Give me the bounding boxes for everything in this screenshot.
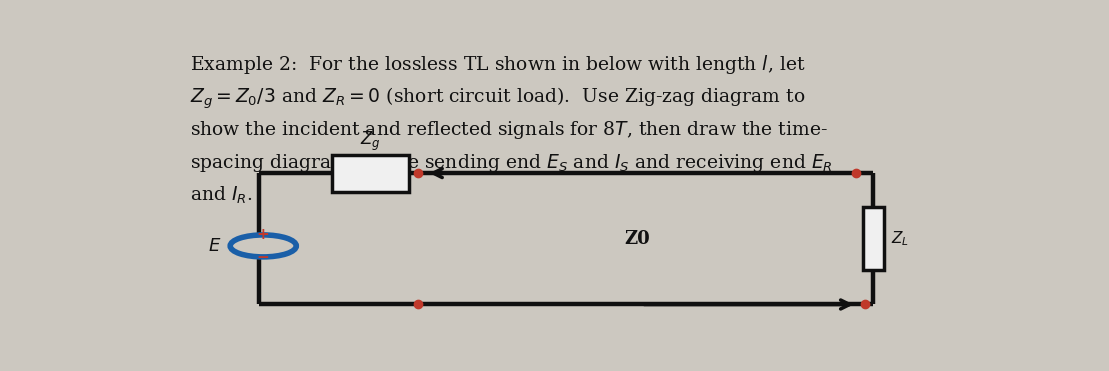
Text: $E$: $E$ [208,237,222,255]
Text: +: + [257,227,269,242]
Text: Example 2:  For the lossless TL shown in below with length $l$, let: Example 2: For the lossless TL shown in … [191,53,806,76]
Text: $Z_g = Z_0/3$ and $Z_R = 0$ (short circuit load).  Use Zig-zag diagram to: $Z_g = Z_0/3$ and $Z_R = 0$ (short circu… [191,86,805,111]
Text: $Z_g$: $Z_g$ [360,130,381,153]
Bar [863,207,884,270]
Text: show the incident and reflected signals for 8$T$, then draw the time-: show the incident and reflected signals … [191,119,828,141]
Text: $Z_L$: $Z_L$ [892,229,909,248]
Bar [332,154,409,192]
Text: spacing diagram for the sending end $E_S$ and $I_S$ and receiving end $E_R$: spacing diagram for the sending end $E_S… [191,152,833,174]
Text: and $I_R$.: and $I_R$. [191,184,253,206]
Text: Z0: Z0 [624,230,650,248]
Text: −: − [257,250,269,265]
